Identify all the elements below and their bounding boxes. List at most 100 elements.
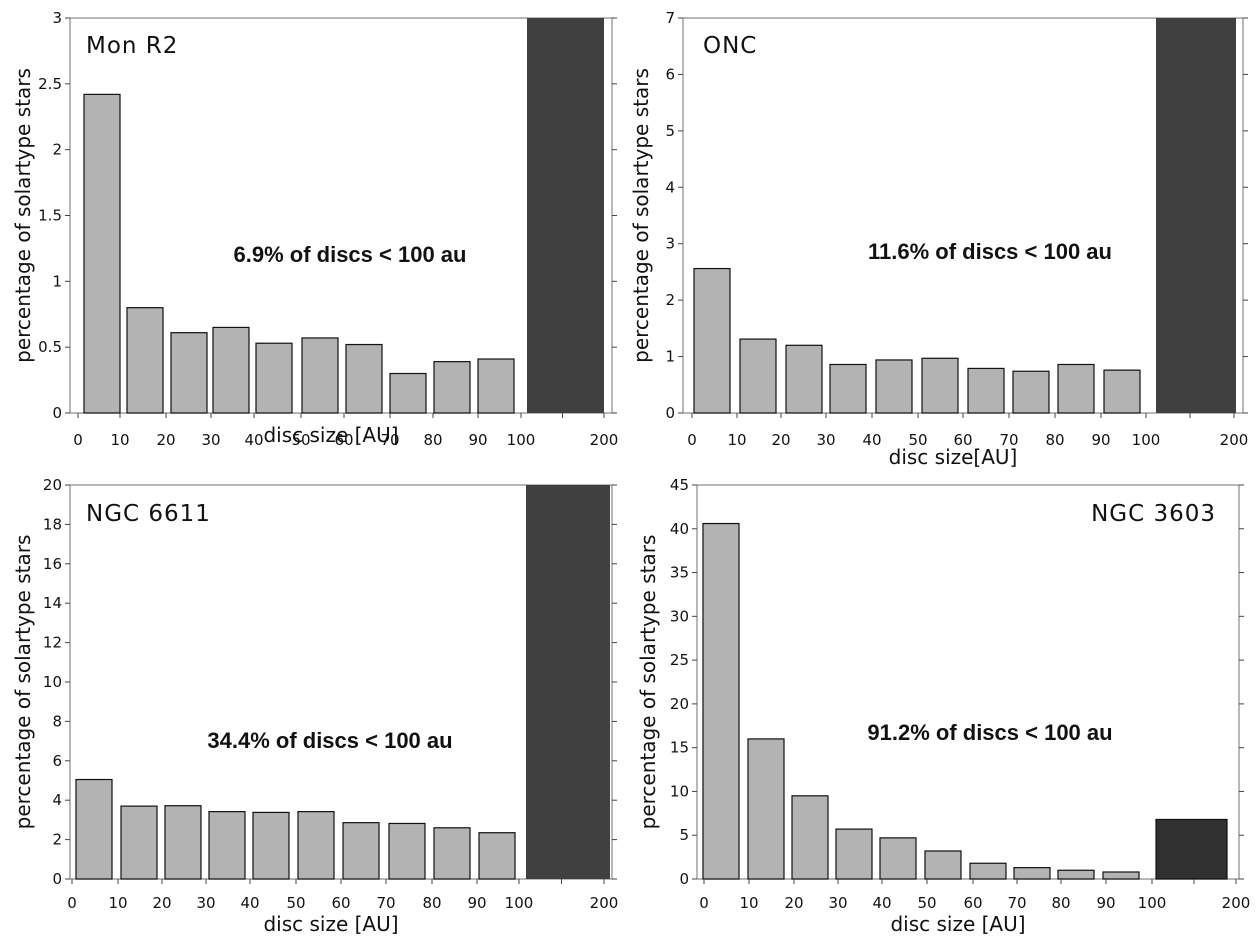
x-tick-label: 80	[1051, 894, 1070, 912]
bar-70-80	[388, 822, 426, 880]
bar-30-40	[835, 828, 873, 880]
x-tick-label: 200	[590, 431, 619, 449]
y-tick-label: 14	[43, 594, 62, 612]
y-tick-label: 2.5	[38, 75, 62, 93]
y-tick-label: 0	[52, 870, 62, 888]
bar-100-200	[1155, 818, 1228, 880]
bar-90-100	[478, 832, 516, 880]
bar-30-40	[829, 363, 867, 414]
bar-90-100	[1103, 369, 1141, 414]
disc-fraction-annotation: 6.9% of discs < 100 au	[234, 242, 467, 267]
bar-10-20	[126, 307, 164, 414]
x-axis-label: disc size[AU]	[889, 445, 1018, 469]
y-tick-label: 40	[670, 520, 689, 538]
y-tick-label: 2	[665, 291, 675, 309]
x-tick-label: 70	[380, 431, 399, 449]
x-tick-label: 200	[590, 894, 619, 912]
y-tick-label: 1	[665, 348, 675, 366]
y-tick-label: 30	[670, 607, 689, 625]
x-tick-label: 20	[784, 894, 803, 912]
x-tick-label: 30	[196, 894, 215, 912]
y-tick-label: 8	[52, 712, 62, 730]
x-axis-label: disc size [AU]	[263, 423, 398, 447]
bar-10-20	[747, 738, 785, 880]
bar-60-70	[969, 862, 1007, 880]
bar-70-80	[1012, 370, 1050, 414]
y-tick-label: 35	[670, 564, 689, 582]
y-tick-label: 20	[43, 476, 62, 494]
bar-20-30	[170, 332, 208, 414]
x-tick-label: 40	[240, 894, 259, 912]
y-tick-label: 0	[679, 870, 689, 888]
y-tick-label: 3	[52, 9, 62, 27]
x-tick-label: 60	[331, 894, 350, 912]
bar-40-50	[255, 342, 293, 414]
y-tick-label: 0	[665, 404, 675, 422]
y-tick-label: 16	[43, 555, 62, 573]
y-tick-label: 20	[670, 695, 689, 713]
y-tick-label: 10	[670, 782, 689, 800]
x-tick-label: 70	[999, 431, 1018, 449]
x-tick-label: 10	[110, 431, 129, 449]
bar-30-40	[208, 811, 246, 880]
x-tick-label: 50	[291, 431, 310, 449]
x-axis-label: disc size [AU]	[263, 912, 398, 936]
x-tick-label: 30	[828, 894, 847, 912]
disc-fraction-annotation: 34.4% of discs < 100 au	[207, 728, 452, 753]
bar-80-90	[433, 827, 471, 880]
bar-0-10	[75, 778, 113, 880]
bar-30-40	[212, 326, 250, 414]
x-tick-label: 70	[376, 894, 395, 912]
x-tick-label: 60	[953, 431, 972, 449]
y-tick-label: 7	[665, 9, 675, 27]
x-tick-label: 100	[1132, 431, 1161, 449]
x-tick-label: 20	[156, 431, 175, 449]
bar-100-200	[527, 18, 604, 413]
bar-40-50	[252, 811, 290, 880]
x-tick-label: 200	[1220, 431, 1249, 449]
x-tick-label: 100	[505, 894, 534, 912]
chart-panel-3: 0 5 10 15 20 25 30 35 40 45 0 10 20 30 40 50 60 70 80 90 100…	[636, 476, 1250, 936]
bar-50-60	[297, 811, 335, 880]
panel-title: NGC 6611	[86, 501, 211, 527]
x-tick-label: 60	[963, 894, 982, 912]
y-tick-label: 5	[665, 122, 675, 140]
x-tick-label: 90	[468, 431, 487, 449]
disc-fraction-annotation: 11.6% of discs < 100 au	[868, 239, 1112, 264]
x-tick-label: 90	[1091, 431, 1110, 449]
y-axis-label: percentage of solartype stars	[636, 535, 660, 830]
y-tick-label: 10	[43, 673, 62, 691]
y-tick-label: 18	[43, 515, 62, 533]
x-tick-label: 60	[334, 431, 353, 449]
x-tick-label: 30	[201, 431, 220, 449]
bar-20-30	[791, 795, 829, 880]
x-tick-label: 90	[1096, 894, 1115, 912]
bar-0-10	[83, 93, 121, 414]
y-tick-label: 0.5	[38, 338, 62, 356]
panel-title: ONC	[703, 33, 757, 59]
bar-70-80	[1013, 867, 1051, 880]
bar-60-70	[342, 822, 380, 880]
x-axis-label: disc size [AU]	[890, 912, 1025, 936]
x-tick-label: 50	[908, 431, 927, 449]
x-tick-label: 50	[917, 894, 936, 912]
x-tick-label: 80	[422, 894, 441, 912]
x-tick-label: 0	[687, 431, 697, 449]
y-axis-label: percentage of solartype stars	[11, 535, 35, 830]
y-axis-label: percentage of solartype stars	[11, 68, 35, 363]
y-tick-label: 2	[52, 831, 62, 849]
x-tick-label: 0	[73, 431, 83, 449]
x-tick-label: 10	[727, 431, 746, 449]
y-axis-label: percentage of solartype stars	[629, 68, 653, 363]
bar-60-70	[967, 367, 1005, 414]
bar-0-10	[693, 267, 731, 414]
bar-40-50	[879, 837, 917, 880]
bar-40-50	[875, 359, 913, 414]
bar-60-70	[345, 343, 383, 414]
bar-80-90	[1057, 869, 1095, 880]
y-tick-label: 6	[665, 65, 675, 83]
x-tick-label: 100	[507, 431, 536, 449]
bar-90-100	[1102, 871, 1140, 880]
bar-90-100	[477, 358, 515, 414]
